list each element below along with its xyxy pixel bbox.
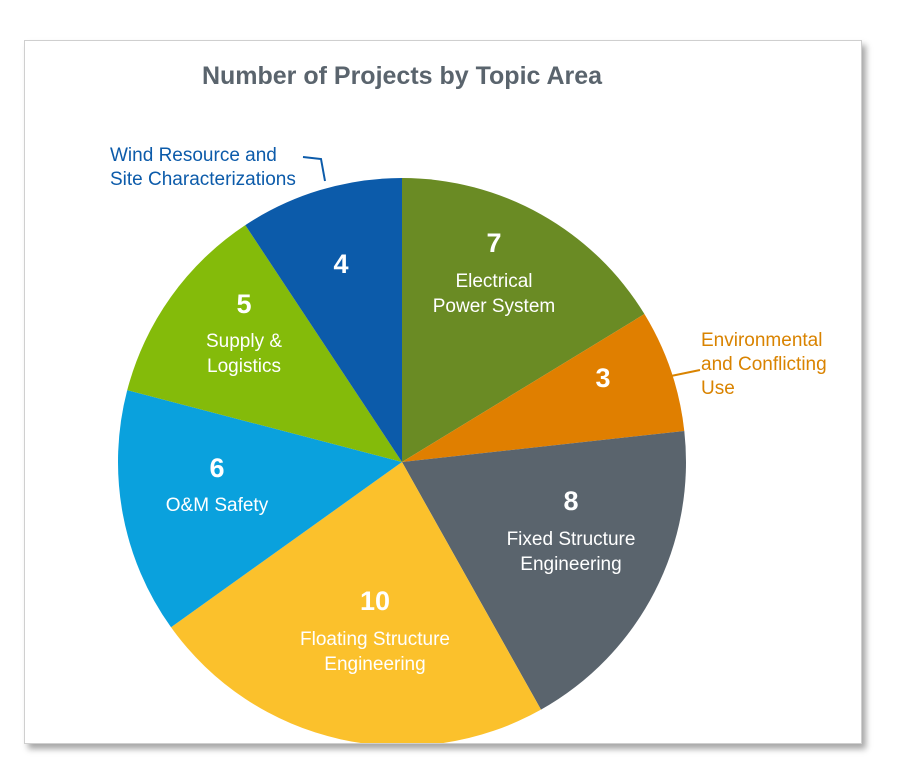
slice-label-environmental-conflicting-use: Use [701,378,735,399]
pie-slice-wind-resource-site [245,178,402,462]
slice-value-floating-structure-engineering: 10 [360,586,390,616]
slice-label-wind-resource-site: Site Characterizations [110,169,296,190]
slice-label-supply-logistics: Supply & [206,331,282,352]
pie-slice-floating-structure-engineering [171,462,541,743]
slice-value-wind-resource-site: 4 [333,249,348,279]
slice-labels: 7 Electrical Power System 3 Environmental and… [110,145,827,675]
pie-slice-fixed-structure-engineering [402,430,687,710]
chart-title: Number of Projects by Topic Area [202,62,603,90]
slice-label-electrical-power-system: Power System [433,296,555,317]
slice-label-fixed-structure-engineering: Engineering [520,554,621,575]
slice-label-om-safety: O&M Safety [166,495,269,516]
pie-slice-om-safety [117,390,403,628]
slice-label-environmental-conflicting-use: Environmental [701,330,822,351]
pie-chart: Number of Projects by Topic Area 7 Electr… [110,62,827,743]
slice-value-om-safety: 6 [209,453,224,483]
slice-label-wind-resource-site: Wind Resource and [110,145,277,166]
chart-frame: Number of Projects by Topic Area 7 Electr… [24,40,862,744]
pie-slice-electrical-power-system [402,178,645,462]
slice-label-fixed-structure-engineering: Fixed Structure [507,529,636,550]
pie-slice-supply-logistics [127,225,402,462]
slice-label-floating-structure-engineering: Engineering [324,654,425,675]
pie-slice-environmental-conflicting-use [402,314,685,462]
slice-value-electrical-power-system: 7 [486,228,501,258]
slice-label-floating-structure-engineering: Floating Structure [300,629,450,650]
slice-value-fixed-structure-engineering: 8 [563,486,578,516]
slice-value-environmental-conflicting-use: 3 [595,363,610,393]
leader-line-environmental-conflicting-use [670,369,701,377]
slice-label-electrical-power-system: Electrical [455,271,532,292]
slice-label-supply-logistics: Logistics [207,356,281,377]
slice-value-supply-logistics: 5 [236,289,251,319]
slice-label-environmental-conflicting-use: and Conflicting [701,354,827,375]
leader-line-wind-resource-site [302,156,326,182]
pie-slices [117,178,687,743]
